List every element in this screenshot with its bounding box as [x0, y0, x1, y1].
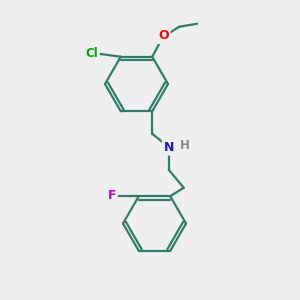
- Text: O: O: [158, 29, 169, 42]
- Text: H: H: [179, 139, 189, 152]
- Text: N: N: [164, 141, 174, 154]
- Text: F: F: [107, 189, 116, 202]
- Text: Cl: Cl: [85, 46, 98, 60]
